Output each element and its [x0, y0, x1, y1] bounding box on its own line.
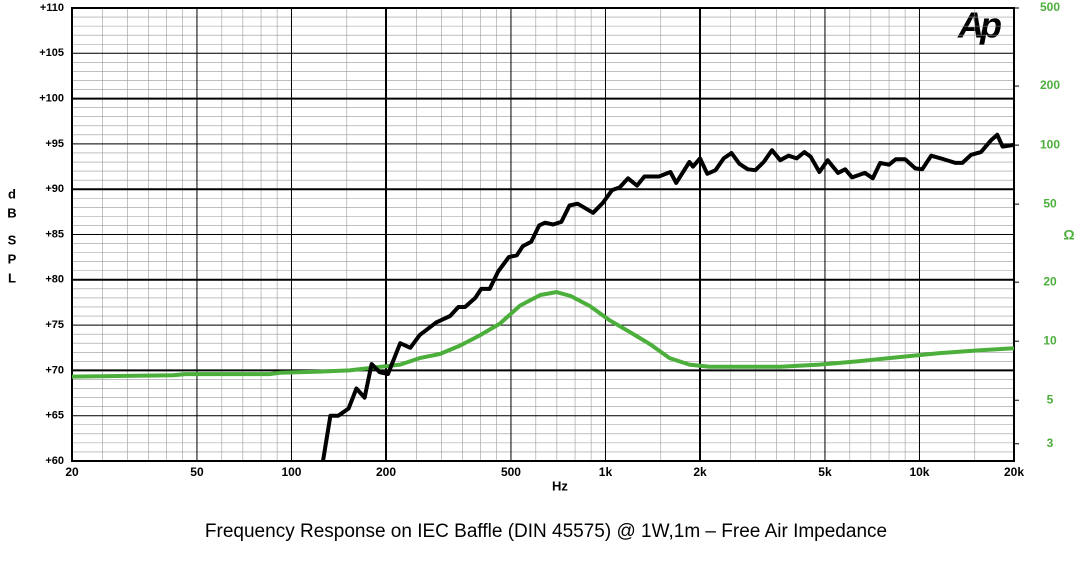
- x-tick-label: 200: [376, 465, 396, 479]
- x-tick-label: 20: [65, 465, 79, 479]
- x-tick-label: 20k: [1004, 465, 1024, 479]
- y2-axis-label: Ω: [1063, 227, 1074, 243]
- y-axis-label: B: [7, 205, 16, 220]
- y-tick-label: +110: [40, 2, 64, 14]
- y-axis-label: P: [8, 251, 17, 266]
- y2-tick-label: 50: [1043, 196, 1057, 210]
- y2-tick-label: 3: [1047, 436, 1054, 450]
- y2-tick-label: 200: [1040, 78, 1060, 92]
- y-tick-label: +75: [45, 319, 64, 331]
- x-tick-label: 2k: [693, 465, 707, 479]
- logo: Ap: [957, 5, 1001, 46]
- x-tick-label: 500: [501, 465, 521, 479]
- x-tick-label: 1k: [599, 465, 613, 479]
- x-tick-label: 100: [281, 465, 301, 479]
- x-tick-label: 5k: [818, 465, 832, 479]
- y-tick-label: +95: [45, 138, 64, 150]
- y-tick-label: +90: [45, 183, 64, 195]
- grid: [71, 7, 1015, 462]
- chart-title: Frequency Response on IEC Baffle (DIN 45…: [205, 521, 887, 542]
- y-axis-label: d: [8, 186, 16, 201]
- y-axis-label: S: [8, 232, 17, 247]
- x-axis-label: Hz: [552, 478, 568, 493]
- y-tick-label: +105: [39, 47, 64, 59]
- y2-tick-label: 20: [1043, 274, 1057, 288]
- series-line: [321, 132, 1014, 461]
- plot-frame: [71, 7, 1015, 462]
- series-line: [72, 290, 1014, 379]
- y2-tick-label: 100: [1040, 137, 1060, 151]
- y2-tick-label: 5: [1047, 392, 1054, 406]
- y-tick-label: +65: [45, 410, 64, 422]
- y-tick-label: +60: [45, 455, 64, 467]
- x-tick-label: 10k: [909, 465, 929, 479]
- y-tick-label: +85: [45, 228, 64, 240]
- x-tick-label: 50: [190, 465, 204, 479]
- y-tick-label: +80: [45, 274, 64, 286]
- y2-tick-label: 500: [1040, 0, 1060, 14]
- y-tick-label: +70: [45, 364, 64, 376]
- y2-tick-label: 10: [1043, 333, 1057, 347]
- y-axis-label: L: [8, 270, 16, 285]
- y-tick-label: +100: [39, 93, 64, 105]
